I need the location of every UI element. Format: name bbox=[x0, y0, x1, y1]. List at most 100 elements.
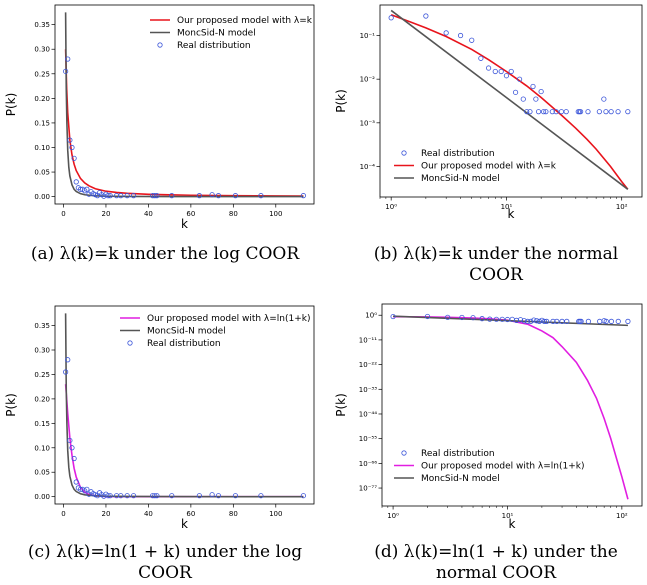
series-line bbox=[390, 9, 629, 190]
plot-frame bbox=[54, 305, 315, 505]
data-point bbox=[258, 493, 264, 499]
data-point bbox=[485, 65, 492, 71]
y-tick-label: 10⁻⁴⁴ bbox=[359, 410, 377, 418]
x-tick-label: 20 bbox=[101, 510, 110, 518]
y-tick-label: 0.30 bbox=[34, 347, 50, 355]
data-point bbox=[84, 186, 90, 192]
y-tick-label: 10⁻² bbox=[360, 76, 376, 84]
data-point bbox=[615, 109, 621, 115]
data-point bbox=[107, 493, 113, 499]
x-axis-label: k bbox=[181, 517, 188, 531]
data-point bbox=[215, 193, 222, 199]
data-point bbox=[625, 318, 631, 324]
legend-entry: Our proposed model with λ=ln(1+k) bbox=[147, 314, 311, 324]
data-point bbox=[118, 493, 124, 499]
data-point bbox=[67, 137, 73, 143]
data-point bbox=[534, 318, 540, 324]
data-point bbox=[445, 314, 451, 320]
plot-frame bbox=[379, 4, 643, 198]
data-point bbox=[578, 318, 584, 324]
x-tick-label: 10⁰ bbox=[387, 512, 399, 520]
caption-d: (d) λ(k)=ln(1 + k) under the normal COOR bbox=[374, 542, 618, 583]
y-tick-label: 10⁰ bbox=[365, 312, 377, 320]
legend-entry: Our proposed model with λ=k bbox=[177, 16, 313, 26]
data-point bbox=[130, 193, 137, 199]
data-point bbox=[105, 493, 111, 499]
data-point bbox=[443, 30, 449, 36]
y-tick-label: 10⁻¹ bbox=[360, 32, 376, 40]
y-tick-label: 0.20 bbox=[34, 395, 50, 403]
data-point bbox=[73, 179, 79, 185]
data-point bbox=[525, 318, 531, 324]
data-point bbox=[549, 109, 555, 115]
data-point bbox=[300, 493, 306, 499]
legend-entry: MoncSid-N model bbox=[147, 327, 226, 337]
legend-entry: Our proposed model with λ=k bbox=[421, 162, 557, 172]
data-point bbox=[105, 193, 111, 199]
data-point bbox=[554, 318, 560, 324]
y-tick-label: 10⁻³ bbox=[360, 119, 376, 127]
legend-swatch bbox=[157, 42, 163, 48]
data-point bbox=[69, 144, 75, 151]
data-point bbox=[232, 493, 239, 499]
data-point bbox=[196, 193, 202, 199]
series-line bbox=[393, 315, 629, 500]
legend: Real distribution Our proposed model with… bbox=[394, 449, 585, 484]
data-point bbox=[603, 109, 609, 115]
data-point bbox=[520, 96, 526, 102]
data-point bbox=[118, 193, 124, 199]
x-tick-label: 20 bbox=[101, 210, 110, 218]
x-tick-label: 60 bbox=[186, 510, 195, 518]
data-point bbox=[300, 193, 306, 199]
y-tick-label: 0.35 bbox=[34, 21, 50, 29]
data-point bbox=[550, 318, 556, 324]
y-tick-label: 0.20 bbox=[34, 95, 50, 103]
y-tick-label: 10⁻⁴ bbox=[360, 163, 376, 171]
x-tick-label: 10² bbox=[616, 512, 628, 520]
x-tick-label: 80 bbox=[229, 210, 238, 218]
series-line bbox=[64, 313, 304, 498]
legend-entry: MoncSid-N model bbox=[421, 174, 500, 184]
data-point bbox=[585, 109, 591, 115]
data-point bbox=[564, 318, 570, 324]
legend: Real distribution Our proposed model with… bbox=[394, 149, 557, 184]
y-tick-label: 0.05 bbox=[34, 469, 50, 477]
data-point bbox=[608, 318, 614, 324]
series-line bbox=[64, 384, 304, 498]
legend-swatch bbox=[401, 450, 407, 456]
legend-entry: MoncSid-N model bbox=[177, 29, 256, 39]
x-tick-label: 10¹ bbox=[502, 512, 514, 520]
data-point bbox=[531, 317, 537, 323]
legend-entry: Real distribution bbox=[421, 149, 495, 159]
data-point bbox=[521, 318, 527, 324]
chart-c: 0 20 40 60 80 100 0.00 0.05 0.10 0.15 0.20 0.25 0.30… bbox=[4, 305, 315, 531]
series-line bbox=[64, 12, 304, 198]
data-point bbox=[209, 492, 215, 498]
y-tick-label: 0.15 bbox=[34, 119, 50, 127]
data-point bbox=[533, 96, 539, 102]
data-point bbox=[479, 316, 485, 322]
data-point bbox=[84, 486, 90, 492]
y-axis-label: P(k) bbox=[4, 93, 18, 117]
data-point bbox=[601, 96, 607, 102]
x-axis-label: k bbox=[181, 217, 188, 231]
chart-a: 0 20 40 60 80 100 0.00 0.05 0.10 0.15 0.20 0.25 0.30… bbox=[4, 4, 315, 231]
data-point bbox=[63, 369, 69, 375]
legend-entry: Our proposed model with λ=ln(1+k) bbox=[421, 462, 585, 472]
legend-entry: Real distribution bbox=[177, 41, 251, 51]
data-point bbox=[71, 455, 77, 462]
data-point bbox=[524, 109, 530, 115]
y-tick-label: 0.35 bbox=[34, 322, 50, 330]
x-tick-label: 0 bbox=[61, 510, 65, 518]
y-tick-label: 10⁻⁷⁷ bbox=[359, 485, 377, 493]
x-tick-label: 100 bbox=[269, 210, 282, 218]
y-tick-label: 0.00 bbox=[34, 193, 50, 201]
data-point bbox=[424, 313, 431, 320]
data-point bbox=[492, 68, 498, 75]
data-point bbox=[152, 493, 158, 499]
data-point bbox=[65, 357, 71, 363]
data-point bbox=[603, 318, 609, 324]
legend-swatch bbox=[401, 150, 407, 156]
data-point bbox=[516, 76, 523, 82]
y-tick-label: 10⁻⁶⁶ bbox=[359, 460, 377, 468]
